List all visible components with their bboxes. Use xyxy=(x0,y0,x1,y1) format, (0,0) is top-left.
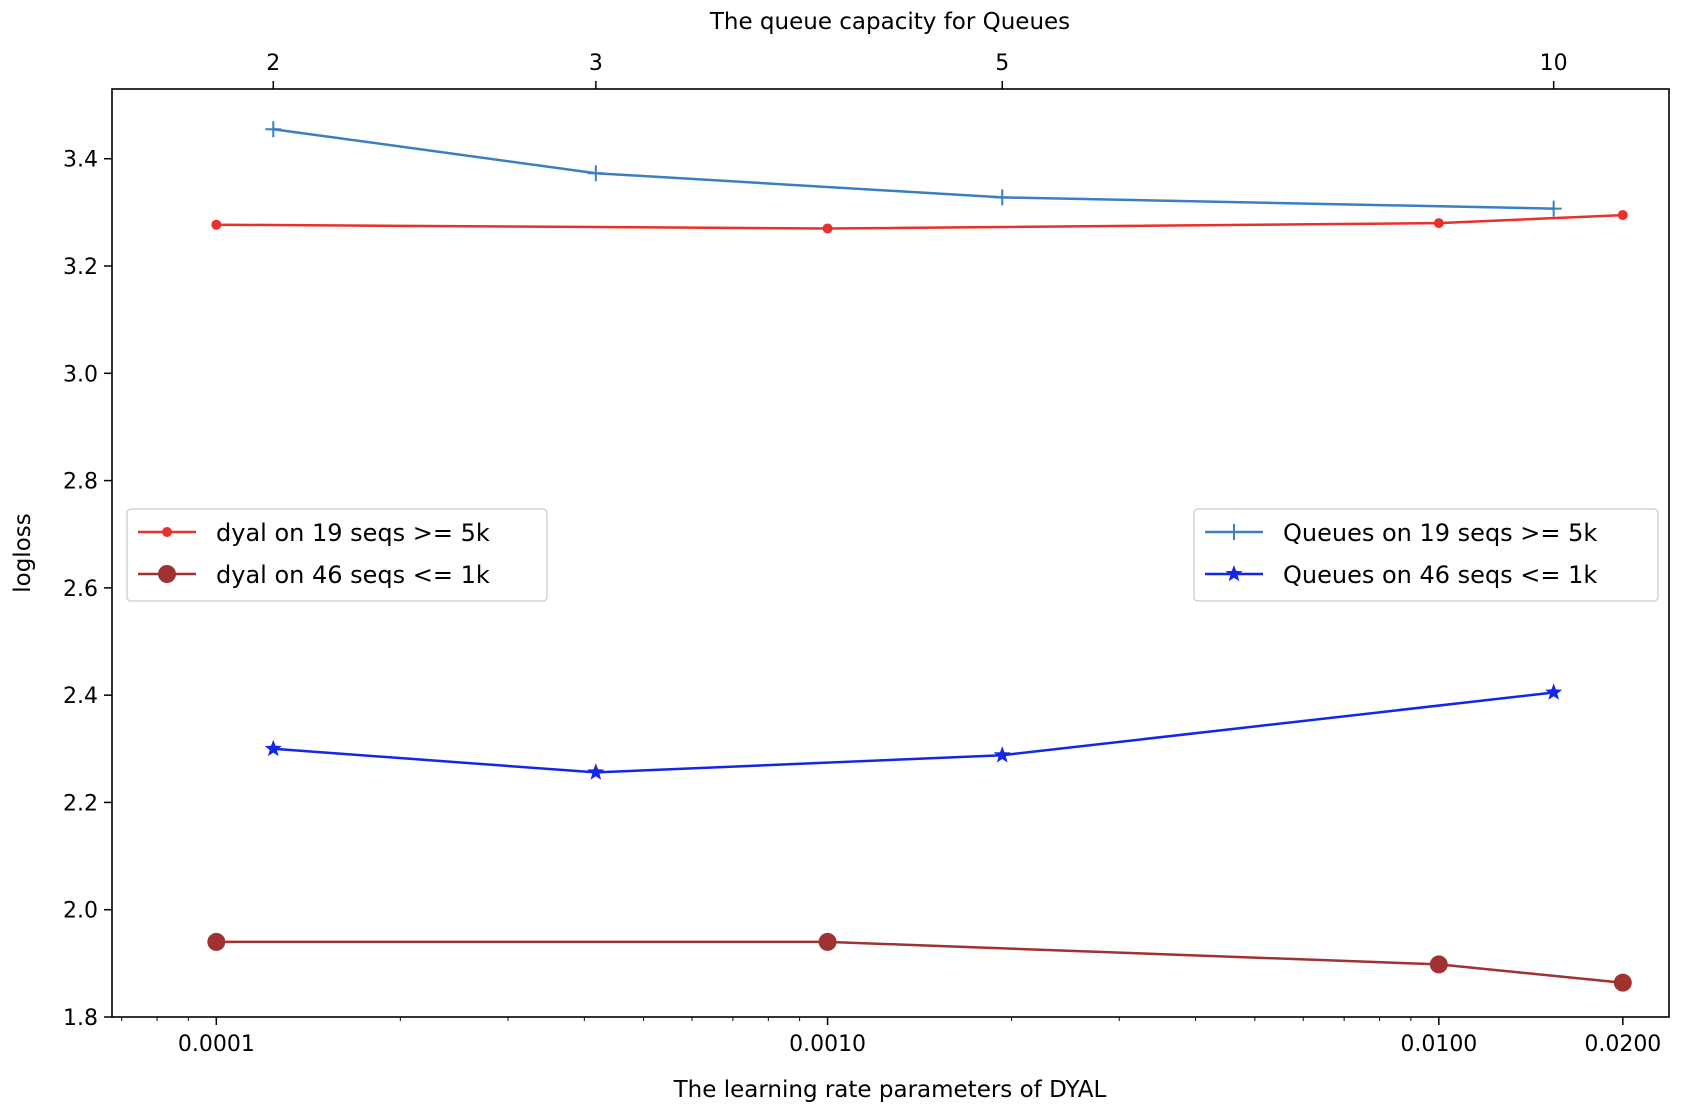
data-point-dyal-on-19-seqs-5k xyxy=(1617,210,1628,221)
legend-right: Queues on 19 seqs >= 5k Queues on 46 seq… xyxy=(1193,508,1659,602)
data-point-queues-on-46-seqs-1k xyxy=(993,746,1011,763)
data-point-dyal-on-46-seqs-1k xyxy=(1613,973,1632,992)
series-line-queues-on-46-seqs-1k xyxy=(273,691,1554,774)
top-axis-ticks: 2 3 5 10 xyxy=(266,51,1568,89)
bottom-tick-label: 0.0001 xyxy=(178,1032,255,1057)
data-point-queues-on-19-seqs-5k xyxy=(1545,200,1562,217)
data-point-dyal-on-19-seqs-5k xyxy=(822,223,833,234)
series-line-queues-on-19-seqs-5k xyxy=(273,127,1554,210)
top-tick-label: 2 xyxy=(266,51,280,76)
y-tick-label: 3.4 xyxy=(63,148,98,173)
data-point-dyal-on-46-seqs-1k xyxy=(818,932,837,951)
legend-right-marker-0 xyxy=(1226,524,1242,540)
data-point-queues-on-19-seqs-5k xyxy=(265,121,282,138)
y-tick-label: 2.8 xyxy=(63,470,98,495)
y-tick-label: 3.0 xyxy=(63,362,98,387)
y-axis-title: logloss xyxy=(10,513,36,593)
bottom-axis-ticks: 0.0001 0.0010 0.0100 0.0200 xyxy=(121,1017,1661,1057)
data-point-queues-on-19-seqs-5k xyxy=(994,189,1011,206)
legend-left-label-0: dyal on 19 seqs >= 5k xyxy=(216,519,490,547)
y-tick-label: 1.8 xyxy=(63,1006,98,1031)
top-axis-title: The queue capacity for Queues xyxy=(709,9,1070,35)
legend-left: dyal on 19 seqs >= 5k dyal on 46 seqs <=… xyxy=(126,508,548,602)
legend-left-marker-1 xyxy=(158,565,176,583)
y-tick-label: 2.0 xyxy=(63,899,98,924)
bottom-tick-label: 0.0100 xyxy=(1400,1032,1477,1057)
y-tick-label: 2.6 xyxy=(63,577,98,602)
series-line-dyal-on-19-seqs-5k xyxy=(216,213,1623,230)
bottom-axis-title: The learning rate parameters of DYAL xyxy=(673,1077,1107,1103)
legend-left-frame xyxy=(126,508,548,602)
series-layer xyxy=(207,121,1632,992)
top-tick-label: 10 xyxy=(1540,51,1568,76)
data-point-queues-on-19-seqs-5k xyxy=(587,165,604,182)
y-tick-label: 2.4 xyxy=(63,684,98,709)
data-point-queues-on-46-seqs-1k xyxy=(587,763,605,780)
data-point-dyal-on-19-seqs-5k xyxy=(1433,218,1444,229)
legend-right-label-0: Queues on 19 seqs >= 5k xyxy=(1283,519,1597,547)
legend-right-marker-1 xyxy=(1225,565,1243,582)
bottom-tick-label: 0.0010 xyxy=(789,1032,866,1057)
legend-right-frame xyxy=(1193,508,1659,602)
data-point-dyal-on-46-seqs-1k xyxy=(1429,955,1448,974)
top-tick-label: 3 xyxy=(589,51,603,76)
legend-left-label-1: dyal on 46 seqs <= 1k xyxy=(216,561,490,589)
y-tick-label: 3.2 xyxy=(63,255,98,280)
y-tick-label: 2.2 xyxy=(63,791,98,816)
y-axis-ticks: 1.8 2.0 2.2 2.4 2.6 2.8 3.0 3.2 3.4 xyxy=(63,148,112,1031)
top-tick-label: 5 xyxy=(995,51,1009,76)
legend-right-label-1: Queues on 46 seqs <= 1k xyxy=(1283,561,1597,589)
data-point-queues-on-46-seqs-1k xyxy=(264,739,282,757)
data-point-dyal-on-46-seqs-1k xyxy=(207,932,226,951)
series-line-dyal-on-46-seqs-1k xyxy=(216,940,1623,984)
data-point-queues-on-46-seqs-1k xyxy=(1545,683,1563,700)
legend-left-marker-0 xyxy=(162,527,172,537)
data-point-dyal-on-19-seqs-5k xyxy=(211,219,222,230)
bottom-tick-label: 0.0200 xyxy=(1584,1032,1661,1057)
